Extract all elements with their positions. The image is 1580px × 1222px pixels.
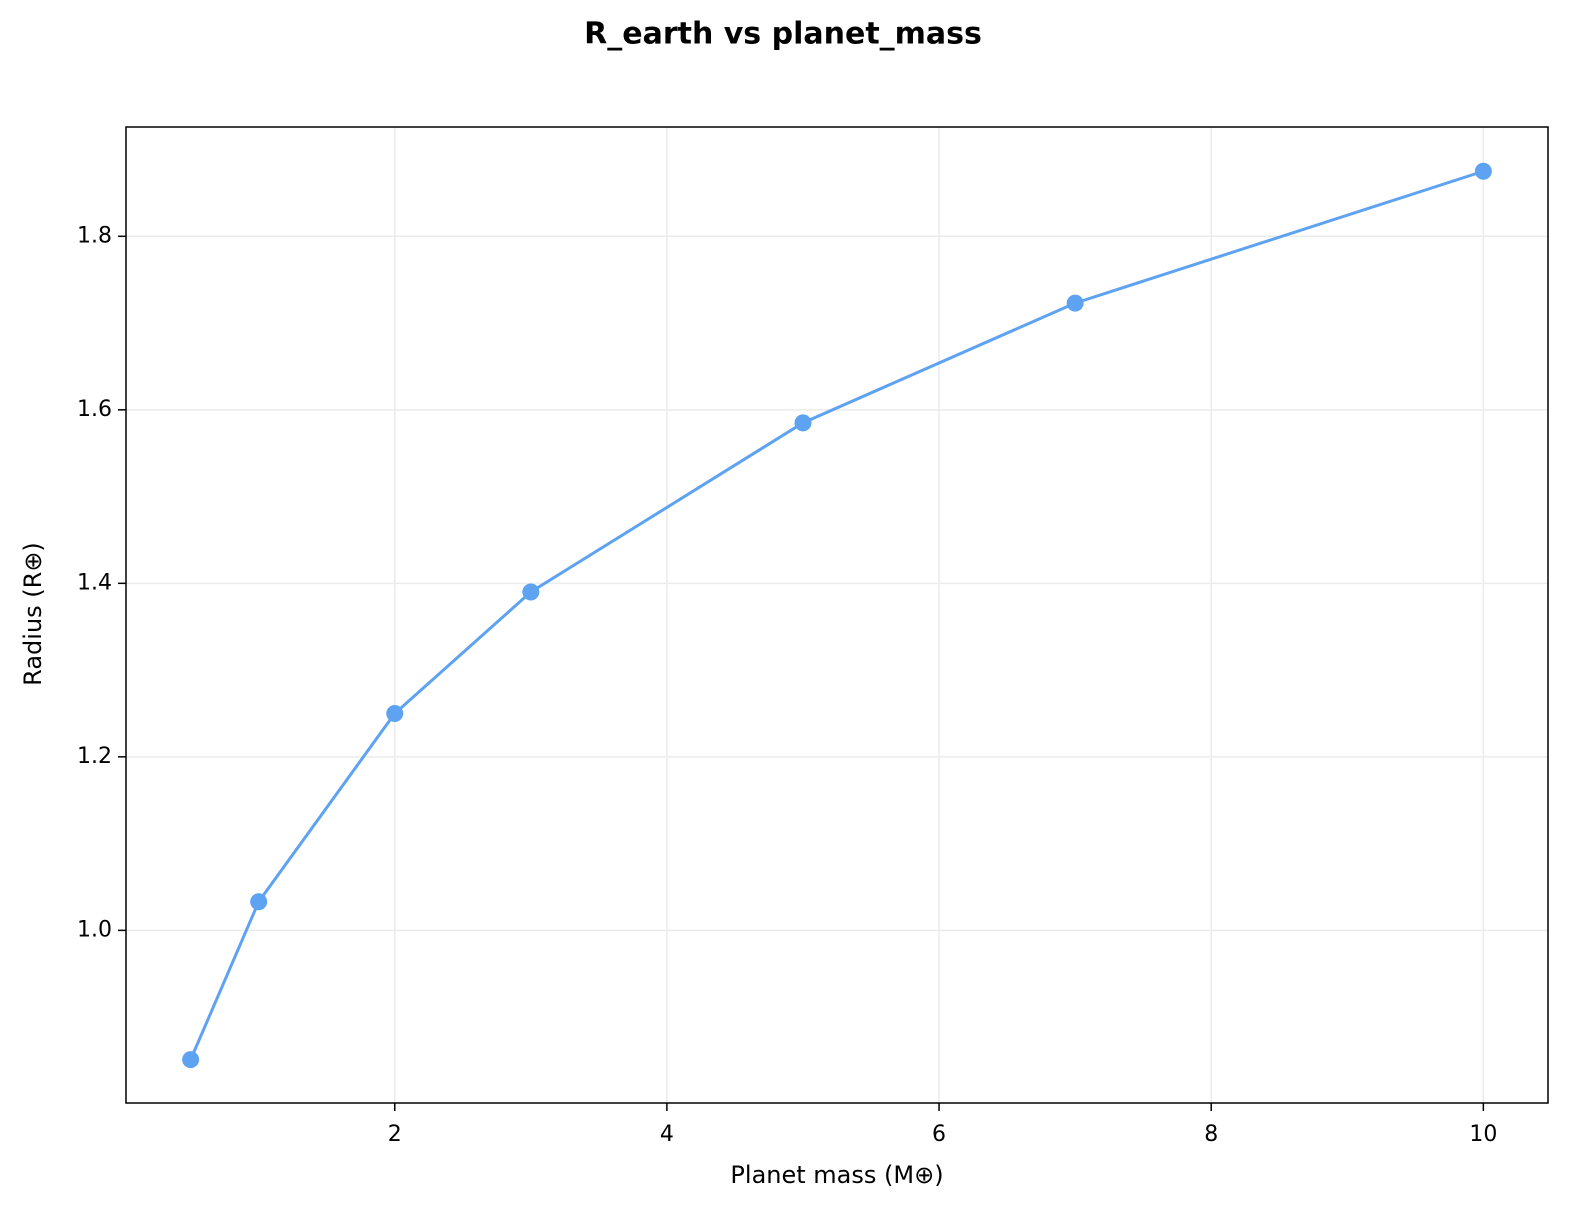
marker: [794, 414, 812, 432]
marker: [1066, 294, 1084, 312]
x-tick-label: 6: [932, 1122, 946, 1147]
x-axis-label: Planet mass (M⊕): [730, 1161, 943, 1189]
x-tick-label: 2: [388, 1122, 402, 1147]
plot-frame: [125, 126, 1549, 1104]
y-tick-label: 1.8: [77, 223, 112, 248]
marker: [522, 583, 540, 601]
marker: [1474, 162, 1492, 180]
y-axis-label: Radius (R⊕): [19, 542, 47, 686]
marker: [250, 893, 268, 911]
y-tick-label: 1.6: [77, 397, 112, 422]
y-tick-label: 1.2: [77, 744, 112, 769]
y-tick-label: 1.4: [77, 570, 112, 595]
x-tick-label: 4: [660, 1122, 674, 1147]
marker: [386, 704, 404, 722]
chart-title: R_earth vs planet_mass: [584, 17, 982, 52]
x-tick-label: 8: [1204, 1122, 1218, 1147]
x-tick-label: 10: [1469, 1122, 1497, 1147]
y-tick-label: 1.0: [77, 917, 112, 942]
marker: [182, 1051, 200, 1069]
line: [189, 169, 1484, 1061]
